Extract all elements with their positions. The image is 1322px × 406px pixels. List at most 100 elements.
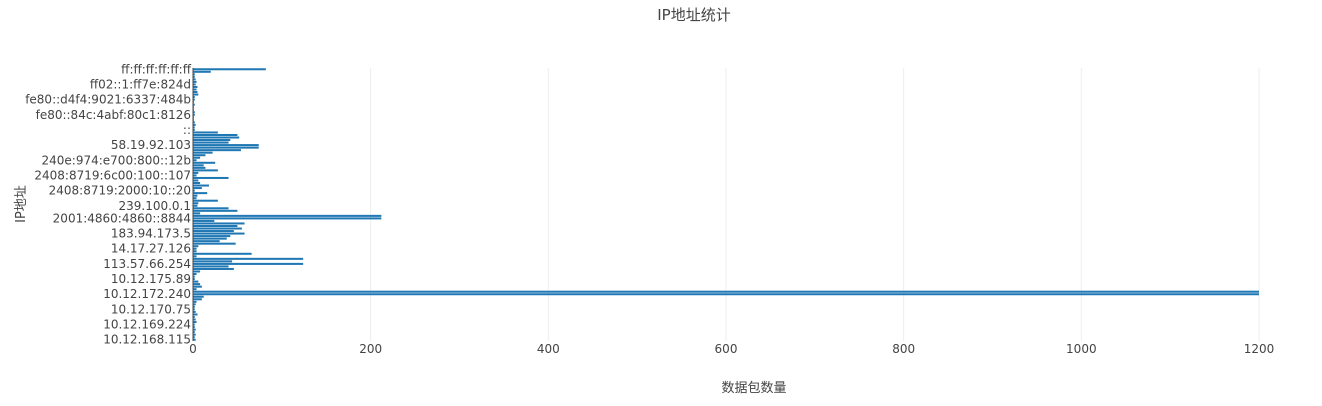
bar[interactable] [193, 154, 206, 157]
bar[interactable] [193, 156, 201, 159]
bar[interactable] [193, 219, 215, 222]
bar[interactable] [193, 197, 197, 200]
bar[interactable] [193, 273, 197, 276]
bar[interactable] [193, 83, 196, 86]
bar[interactable] [193, 265, 229, 268]
bar[interactable] [193, 278, 195, 281]
bar[interactable] [193, 91, 198, 94]
bar[interactable] [193, 331, 195, 334]
bar[interactable] [193, 207, 229, 210]
bar[interactable] [193, 290, 1259, 293]
bar[interactable] [193, 182, 201, 185]
bar[interactable] [193, 270, 201, 273]
bar[interactable] [193, 262, 304, 265]
bar[interactable] [193, 166, 206, 169]
bar[interactable] [193, 136, 240, 139]
bar[interactable] [193, 267, 234, 270]
bar[interactable] [193, 149, 241, 152]
bar[interactable] [193, 174, 197, 177]
bar[interactable] [193, 73, 195, 76]
bar[interactable] [193, 164, 204, 167]
bar[interactable] [193, 133, 238, 136]
bar[interactable] [193, 103, 195, 106]
bar[interactable] [193, 303, 196, 306]
bar[interactable] [193, 242, 236, 245]
bar[interactable] [193, 318, 196, 321]
bar[interactable] [193, 128, 195, 131]
bar[interactable] [193, 146, 259, 149]
bar[interactable] [193, 199, 218, 202]
bar[interactable] [193, 283, 201, 286]
bar[interactable] [193, 298, 202, 301]
bar[interactable] [193, 75, 195, 78]
bar[interactable] [193, 202, 199, 205]
bar[interactable] [193, 333, 196, 336]
bar[interactable] [193, 96, 195, 99]
bar[interactable] [193, 315, 195, 318]
bar[interactable] [193, 305, 195, 308]
bar[interactable] [193, 184, 209, 187]
bar[interactable] [193, 78, 196, 81]
bar[interactable] [193, 237, 227, 240]
bar[interactable] [193, 85, 198, 88]
bar[interactable] [193, 285, 202, 288]
bar[interactable] [193, 250, 197, 253]
bar[interactable] [193, 123, 196, 126]
bar[interactable] [193, 293, 1259, 296]
bar[interactable] [193, 151, 213, 154]
bar[interactable] [193, 260, 233, 263]
bar[interactable] [193, 288, 197, 291]
bar[interactable] [193, 126, 195, 129]
bar[interactable] [193, 93, 199, 96]
bar[interactable] [193, 141, 229, 144]
bar[interactable] [193, 209, 238, 212]
bar[interactable] [193, 144, 259, 147]
bar[interactable] [193, 98, 195, 101]
bar[interactable] [193, 121, 195, 124]
bar[interactable] [193, 313, 198, 316]
bar[interactable] [193, 214, 382, 217]
bar[interactable] [193, 235, 231, 238]
bar[interactable] [193, 70, 211, 73]
bar[interactable] [193, 131, 218, 134]
bar[interactable] [193, 139, 231, 142]
bar[interactable] [193, 111, 195, 114]
bar[interactable] [193, 204, 198, 207]
bar[interactable] [193, 321, 197, 324]
bar[interactable] [193, 232, 245, 235]
bar[interactable] [193, 217, 382, 220]
bar[interactable] [193, 189, 195, 192]
bar[interactable] [193, 194, 198, 197]
bar[interactable] [193, 224, 238, 227]
bar[interactable] [193, 328, 196, 331]
bar[interactable] [193, 227, 242, 230]
bar[interactable] [193, 245, 199, 248]
bar[interactable] [193, 280, 199, 283]
bar[interactable] [193, 255, 197, 258]
bar[interactable] [193, 159, 197, 162]
bar[interactable] [193, 161, 216, 164]
bar[interactable] [193, 222, 245, 225]
bar[interactable] [193, 336, 195, 339]
bar[interactable] [193, 310, 196, 313]
bar[interactable] [193, 169, 218, 172]
bar[interactable] [193, 326, 195, 329]
bar[interactable] [193, 171, 199, 174]
bar[interactable] [193, 295, 204, 298]
bar[interactable] [193, 192, 208, 195]
bar[interactable] [193, 275, 195, 278]
bar[interactable] [193, 323, 195, 326]
bar[interactable] [193, 338, 196, 341]
bar[interactable] [193, 308, 195, 311]
bar[interactable] [193, 113, 195, 116]
bar[interactable] [193, 187, 202, 190]
bar[interactable] [193, 230, 234, 233]
bar[interactable] [193, 88, 197, 91]
bar[interactable] [193, 80, 197, 83]
bar[interactable] [193, 176, 229, 179]
bar[interactable] [193, 179, 199, 182]
bar[interactable] [193, 68, 266, 71]
bar[interactable] [193, 247, 197, 250]
bar[interactable] [193, 212, 201, 215]
bar[interactable] [193, 257, 304, 260]
